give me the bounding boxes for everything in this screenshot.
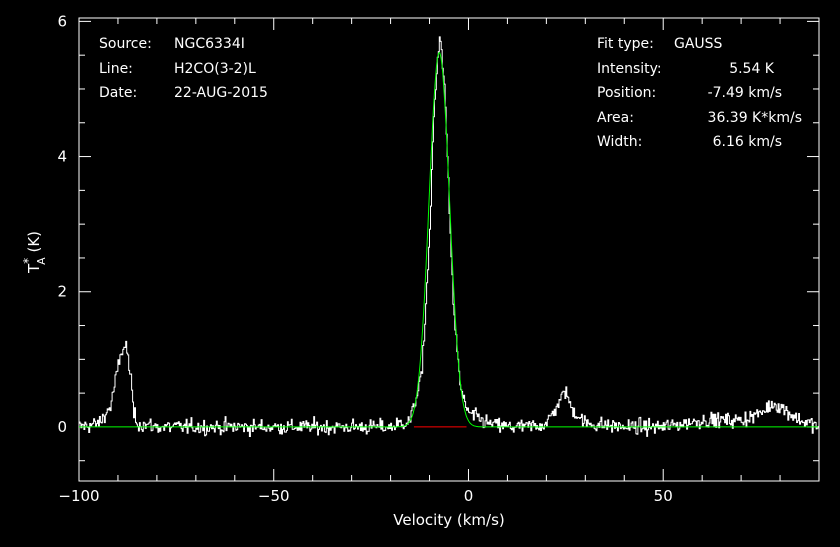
x-tick-label: 50 — [654, 487, 673, 505]
y-tick-label: 2 — [57, 283, 67, 301]
line-row: Line: H2CO(3-2)L — [99, 57, 339, 82]
y-tick-label: 0 — [57, 418, 67, 436]
date-label: Date: — [99, 85, 138, 101]
position-label: Position: — [597, 85, 657, 101]
spectrum-line — [79, 36, 820, 437]
line-label: Line: — [99, 60, 133, 77]
width-label: Width: — [597, 134, 643, 150]
plot-frame — [78, 17, 820, 482]
y-tick-label: 4 — [57, 148, 67, 166]
width-row: Width: 6.16 km/s — [597, 130, 822, 155]
line-value: H2CO(3-2)L — [174, 60, 256, 77]
tick-labels: −100 −50 0 50 0 2 4 6 — [57, 12, 672, 505]
observation-info: Source: NGC6334I Line: H2CO(3-2)L Date: … — [99, 32, 339, 106]
source-label: Source: — [99, 36, 152, 52]
width-value: 6.16 km/s — [712, 134, 782, 150]
source-value: NGC6334I — [174, 36, 245, 52]
position-value: -7.49 km/s — [707, 85, 782, 101]
gaussian-fit-line — [79, 52, 819, 428]
source-row: Source: NGC6334I — [99, 32, 339, 57]
x-axis-label: Velocity (km/s) — [393, 511, 504, 529]
y-tick-label: 6 — [57, 12, 67, 30]
date-row: Date: 22-AUG-2015 — [99, 81, 339, 106]
x-tick-label: −50 — [258, 487, 290, 505]
fit-type-value: GAUSS — [674, 36, 723, 52]
x-tick-label: 0 — [464, 487, 474, 505]
area-value: 36.39 K*km/s — [707, 109, 802, 126]
date-value: 22-AUG-2015 — [174, 85, 268, 101]
position-row: Position: -7.49 km/s — [597, 81, 822, 106]
area-label: Area: — [597, 109, 634, 126]
intensity-row: Intensity: 5.54 K — [597, 57, 822, 82]
fit-info: Fit type: GAUSS Intensity: 5.54 K Positi… — [597, 32, 822, 155]
x-tick-label: −100 — [58, 487, 99, 505]
intensity-value: 5.54 K — [729, 60, 774, 77]
svg-text:T*A (K): T*A (K) — [21, 231, 48, 274]
fit-type-row: Fit type: GAUSS — [597, 32, 822, 57]
intensity-label: Intensity: — [597, 60, 662, 77]
fit-type-label: Fit type: — [597, 36, 654, 52]
y-axis-label: T*A (K) — [21, 231, 48, 274]
area-row: Area: 36.39 K*km/s — [597, 106, 822, 131]
